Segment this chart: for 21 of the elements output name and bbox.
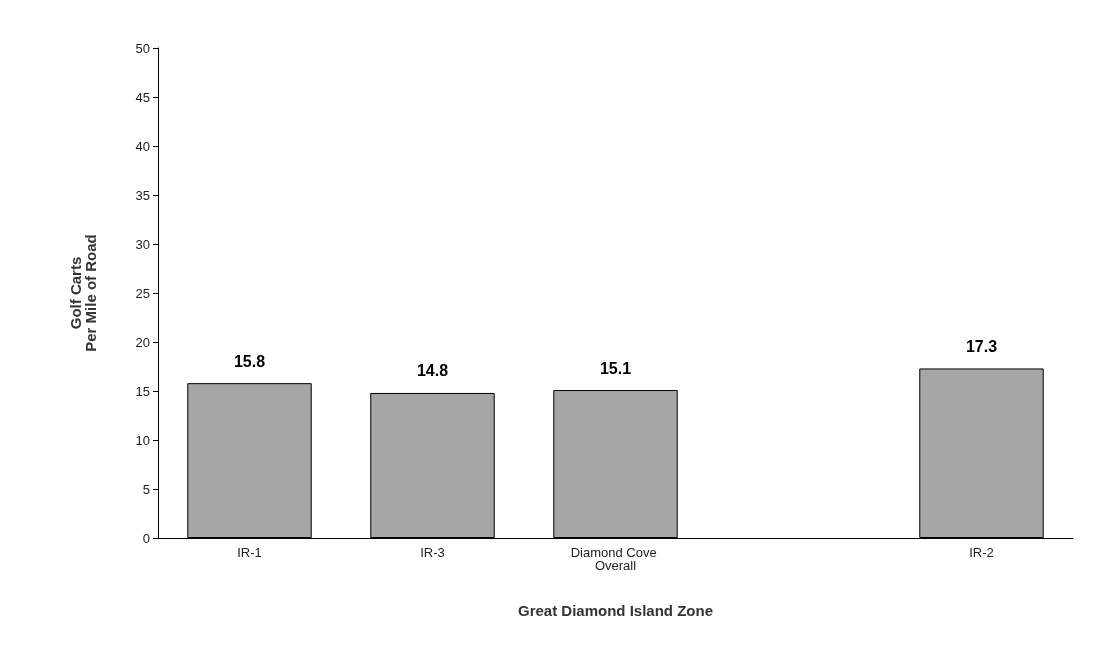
y-tick-label: 45: [135, 89, 150, 105]
y-tick-label: 10: [135, 432, 150, 448]
y-tick-label: 50: [135, 40, 150, 56]
data-label: 17.3: [965, 337, 998, 355]
x-tick-label: IR-3: [420, 545, 445, 560]
data-label: 15.8: [233, 352, 266, 370]
x-axis-title: Great Diamond Island Zone: [517, 602, 714, 619]
y-tick-label: 30: [135, 236, 150, 252]
y-tick-label: 15: [135, 383, 150, 399]
y-tick-label: 35: [135, 187, 150, 203]
x-tick-label: IR-1: [237, 545, 262, 560]
y-axis-title: Golf Carts Per Mile of Road: [67, 234, 99, 352]
data-label: 15.1: [599, 359, 632, 377]
y-tick-label: 40: [135, 138, 150, 154]
x-tick-label: IR-2: [969, 545, 994, 560]
y-tick-label: 25: [135, 285, 150, 301]
y-tick-label: 0: [142, 530, 150, 546]
y-tick-label: 5: [142, 481, 150, 497]
x-tick-label: Diamond Cove Overall: [570, 545, 661, 573]
data-label: 14.8: [416, 362, 449, 380]
y-tick-label: 20: [135, 334, 150, 350]
